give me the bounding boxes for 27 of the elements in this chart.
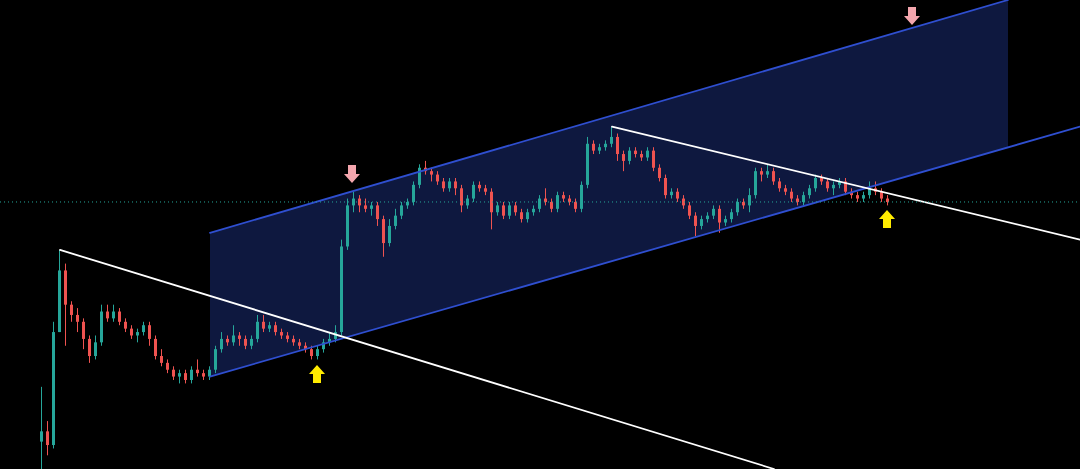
candlestick — [214, 345, 217, 374]
candlestick — [376, 201, 379, 227]
candlestick — [616, 133, 619, 162]
candlestick — [148, 321, 151, 347]
candlestick — [754, 167, 757, 200]
candlestick — [76, 307, 79, 333]
candlestick — [622, 150, 625, 172]
candlestick — [694, 211, 697, 237]
candlestick — [382, 215, 385, 258]
candlestick — [220, 331, 223, 354]
candlestick — [70, 300, 73, 323]
candlestick — [490, 187, 493, 230]
candlestick — [664, 174, 667, 200]
candlestick — [46, 420, 49, 456]
candlestick — [88, 334, 91, 364]
candlestick — [154, 334, 157, 360]
candlestick — [610, 126, 613, 148]
candlestick — [460, 184, 463, 213]
candlestick — [388, 218, 391, 247]
candlestick — [82, 317, 85, 350]
candlestick — [256, 314, 259, 343]
candlestick — [718, 204, 721, 234]
candlestick — [652, 146, 655, 172]
candlestick — [94, 334, 97, 360]
candlestick — [394, 208, 397, 230]
candlestick — [232, 324, 235, 347]
candlestick — [40, 386, 43, 469]
